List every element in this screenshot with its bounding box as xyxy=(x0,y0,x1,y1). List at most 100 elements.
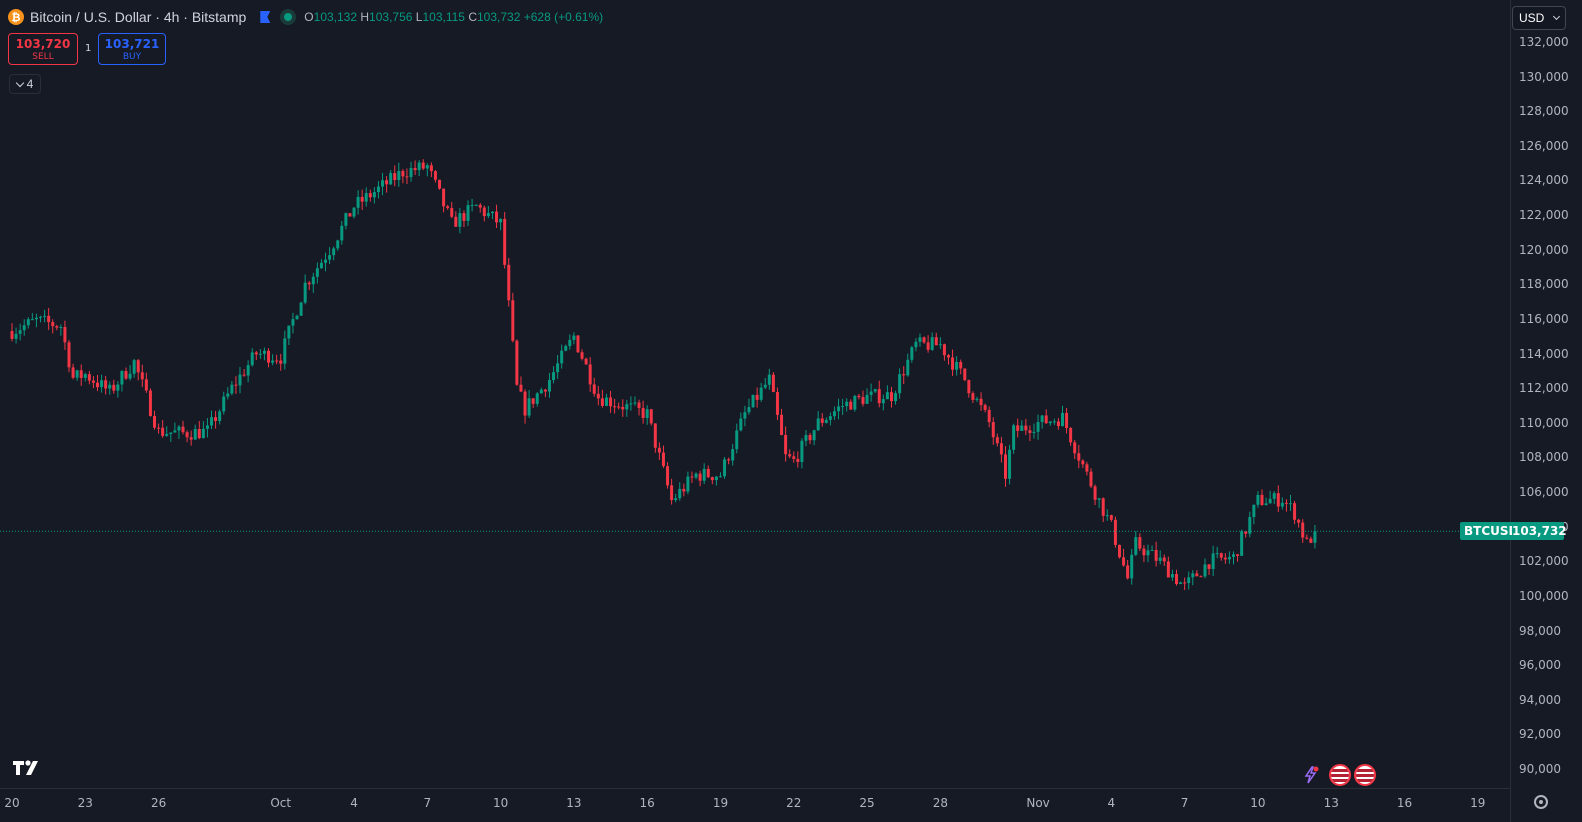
candle-body xyxy=(906,359,910,376)
candle-body xyxy=(633,402,637,404)
candle-body xyxy=(1146,550,1150,556)
price-axis[interactable]: 132,000 130,000 128,000 126,000 124,000 122,0… xyxy=(1510,0,1582,822)
candle-body xyxy=(881,399,885,404)
candle-body xyxy=(79,370,83,378)
candle-body xyxy=(547,380,551,392)
candle-body xyxy=(796,458,800,462)
candle-body xyxy=(1232,554,1235,557)
chart-plot-area[interactable] xyxy=(0,0,1510,788)
time-axis-tick: 4 xyxy=(350,796,358,810)
candle-body xyxy=(1305,537,1309,539)
price-axis-tick: 114,000 xyxy=(1519,346,1569,361)
time-axis[interactable]: 20 23 26 Oct 4 7 10 13 16 19 22 25 28 Nov 4 7 10 13 16 19 xyxy=(0,788,1510,822)
high-value: 103,756 xyxy=(369,10,413,24)
time-axis-tick: 7 xyxy=(1180,796,1189,810)
candle-body xyxy=(865,394,869,404)
candle-body xyxy=(1166,561,1170,578)
candle-body xyxy=(1048,421,1052,424)
candle-body xyxy=(258,353,262,355)
candle-body xyxy=(1183,582,1187,584)
candle-body xyxy=(356,196,360,208)
candle-body xyxy=(1081,460,1085,465)
candle-body xyxy=(894,393,898,402)
candle-body xyxy=(661,452,665,467)
candle-body xyxy=(1260,494,1264,505)
currency-selector[interactable]: USD xyxy=(1512,6,1566,30)
candle-body xyxy=(739,418,743,431)
candle-body xyxy=(820,418,824,423)
open-label: O xyxy=(304,10,314,24)
market-open-dot-icon xyxy=(284,13,293,21)
candle-body xyxy=(759,387,763,400)
us-flag-event-icon[interactable] xyxy=(1329,764,1351,786)
change-value: +628 (+0.61%) xyxy=(523,10,604,24)
candle-body xyxy=(889,392,893,402)
candle-body xyxy=(181,426,185,433)
candle-body xyxy=(332,248,336,256)
price-axis-tick: 124,000 xyxy=(1519,173,1569,188)
indicators-toggle-button[interactable]: 4 xyxy=(9,74,41,94)
candle-body xyxy=(201,428,205,439)
us-flag-event-icon[interactable] xyxy=(1354,764,1376,786)
candle-body xyxy=(706,468,710,478)
sell-label: SELL xyxy=(32,52,54,62)
candle-body xyxy=(376,186,380,193)
time-axis-tick: 7 xyxy=(423,796,432,810)
candle-body xyxy=(1077,453,1081,461)
candle-body xyxy=(617,406,621,408)
market-status[interactable] xyxy=(280,9,297,25)
candle-body xyxy=(576,335,580,353)
settings-icon[interactable] xyxy=(1534,795,1548,809)
candle-body xyxy=(592,384,596,394)
sell-button[interactable]: 103,720 SELL xyxy=(8,33,78,65)
candle-body xyxy=(482,207,486,217)
candle-body xyxy=(967,380,971,394)
candle-body xyxy=(153,416,157,428)
candle-body xyxy=(1268,498,1272,504)
candle-body xyxy=(674,498,678,501)
candle-body xyxy=(731,449,735,461)
candle-body xyxy=(55,326,59,328)
candle-body xyxy=(1223,557,1227,560)
price-axis-tick: 90,000 xyxy=(1519,762,1561,776)
candle-body xyxy=(775,391,779,415)
candle-body xyxy=(193,428,197,440)
candle-body xyxy=(148,390,152,417)
candle-body xyxy=(588,364,592,385)
candle-body xyxy=(832,411,836,417)
candle-body xyxy=(30,319,34,321)
close-value: 103,732 xyxy=(476,10,521,24)
candle-body xyxy=(1150,550,1154,552)
candle-body xyxy=(930,337,934,350)
candle-body xyxy=(87,374,91,381)
candle-body xyxy=(189,437,193,440)
candle-body xyxy=(1040,415,1044,423)
candle-body xyxy=(34,317,38,320)
candle-body xyxy=(59,326,63,328)
candle-body xyxy=(934,337,938,346)
currency-label: USD xyxy=(1519,11,1545,25)
candle-body xyxy=(1236,554,1240,556)
candle-body xyxy=(1113,519,1117,545)
candle-body xyxy=(743,412,747,419)
flag-icon[interactable] xyxy=(260,11,271,23)
candle-body xyxy=(767,374,771,385)
tradingview-logo-icon[interactable] xyxy=(12,758,44,776)
candle-body xyxy=(75,370,79,378)
candle-body xyxy=(1008,449,1012,479)
symbol-title[interactable]: Bitcoin / U.S. Dollar · 4h · Bitstamp xyxy=(30,9,247,25)
candle-body xyxy=(613,406,617,408)
sell-price: 103,720 xyxy=(15,37,71,51)
candle-body xyxy=(1109,515,1113,520)
candle-body xyxy=(564,345,568,351)
price-axis-tick: 128,000 xyxy=(1519,104,1569,119)
candle-body xyxy=(1052,421,1056,423)
candle-body xyxy=(531,398,535,404)
candle-body xyxy=(804,435,808,441)
candle-body xyxy=(539,389,543,394)
buy-button[interactable]: 103,721 BUY xyxy=(98,33,166,65)
candle-body xyxy=(417,162,421,171)
candle-body xyxy=(975,398,979,400)
candle-body xyxy=(267,350,271,363)
flash-event-icon[interactable] xyxy=(1299,764,1321,786)
